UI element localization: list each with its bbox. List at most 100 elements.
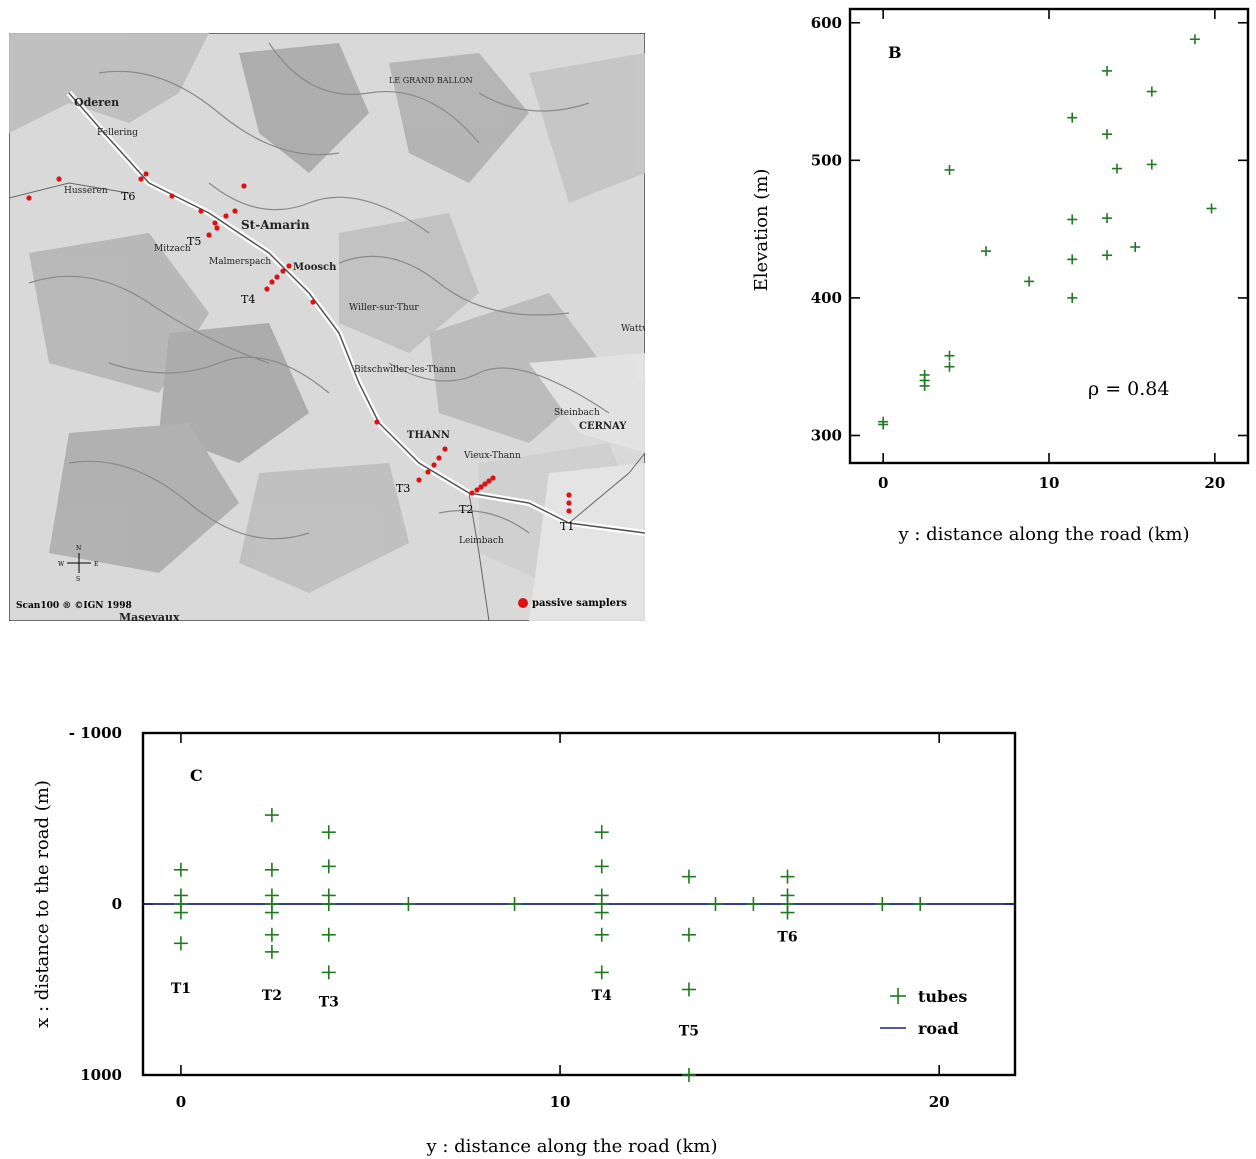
chart-b-xtick-label: 10 [1039, 474, 1060, 492]
chart-b-ytick-label: 600 [811, 14, 842, 32]
chart-c-transect-label: T1 [171, 981, 191, 997]
chart-b-point [1067, 214, 1078, 225]
chart-c-plot-area: 0 10 20 - 1000 0 1000 T1 T2 T3 T4 T5 T6 [69, 724, 1017, 1111]
sampler-marker [436, 455, 442, 461]
compass-w: W [58, 561, 65, 568]
sampler-marker [274, 274, 280, 280]
chart-b-ytick-label: 500 [811, 151, 842, 169]
transect-label-t3: T3 [396, 482, 410, 495]
chart-c-point [321, 897, 336, 911]
chart-b-point [1067, 292, 1078, 303]
sampler-marker [232, 208, 238, 214]
chart-c-point [780, 905, 795, 920]
chart-c-ytick-label: 0 [112, 895, 122, 913]
chart-b-point [1189, 34, 1200, 45]
chart-c-point [173, 905, 188, 920]
chart-c-point [681, 869, 696, 884]
sampler-marker [143, 171, 149, 177]
chart-b-point [1130, 242, 1141, 253]
chart-c-point [681, 927, 696, 942]
chart-c-point [264, 808, 279, 823]
sampler-marker [566, 500, 572, 506]
sampler-marker [214, 225, 220, 231]
sampler-marker [469, 490, 475, 496]
chart-c-point [173, 936, 188, 951]
chart-b-point [944, 350, 955, 361]
map-legend: passive samplers [518, 598, 627, 609]
town-label: CERNAY [579, 421, 627, 432]
sampler-marker [374, 419, 380, 425]
map-panel: Oderen Fellering Husseren St-Amarin Moos… [9, 33, 645, 621]
town-label: LE GRAND BALLON [389, 76, 473, 85]
chart-c-point [401, 897, 416, 911]
sampler-marker [416, 477, 422, 483]
sampler-marker [474, 487, 480, 493]
chart-c-legend: tubes road [880, 987, 967, 1038]
chart-b-ytick-label: 400 [811, 289, 842, 307]
town-label: Moosch [293, 262, 337, 273]
map-copyright: Scan100 ® ©IGN 1998 [16, 601, 132, 611]
chart-c-transect-label: T4 [592, 988, 612, 1004]
sampler-marker [241, 183, 247, 189]
chart-c-point [264, 862, 279, 877]
chart-b-point [1206, 203, 1217, 214]
chart-b-annotation: ρ = 0.84 [1088, 378, 1169, 400]
chart-c-point [594, 905, 609, 920]
chart-c-point [321, 927, 336, 942]
chart-c-point [594, 965, 609, 980]
sampler-marker [442, 446, 448, 452]
map-road [9, 91, 645, 621]
sampler-marker [478, 484, 484, 490]
chart-c-ytick-label: - 1000 [69, 724, 122, 742]
chart-c-point [594, 927, 609, 942]
chart-b-point [1146, 159, 1157, 170]
chart-c-transect-label: T2 [262, 988, 282, 1004]
chart-b-point [1024, 276, 1035, 287]
chart-c-xlabel: y : distance along the road (km) [425, 1136, 717, 1157]
town-label: Wattw [621, 324, 645, 334]
chart-c-ylabel: x : distance to the road (m) [32, 780, 53, 1028]
transect-label-t6: T6 [121, 190, 135, 203]
chart-b-point [1146, 86, 1157, 97]
sampler-marker [280, 268, 286, 274]
town-label: Oderen [74, 96, 119, 109]
sampler-marker [26, 195, 32, 201]
chart-c-point [746, 897, 761, 911]
chart-b-point [1067, 254, 1078, 265]
transect-label-t4: T4 [241, 293, 255, 306]
sampler-marker [206, 232, 212, 238]
chart-c-point [708, 897, 723, 911]
chart-c-point [875, 897, 890, 911]
chart-b-frame [848, 7, 1250, 465]
town-label: Steinbach [554, 408, 600, 418]
chart-b-plot-area: 0 10 20 300 400 500 600 [811, 7, 1250, 492]
chart-c-point [321, 825, 336, 840]
chart-c-distance: 0 10 20 - 1000 0 1000 T1 T2 T3 T4 T5 T6 C y : dista… [32, 724, 1017, 1157]
chart-c-xtick-label: 20 [929, 1093, 950, 1111]
legend-tubes-label: tubes [918, 987, 967, 1006]
chart-c-point [594, 825, 609, 840]
chart-c-point [264, 927, 279, 942]
transect-label-t2: T2 [459, 503, 473, 516]
sampler-marker [169, 193, 175, 199]
chart-b-point [1102, 129, 1113, 140]
sampler-marker [56, 176, 62, 182]
chart-b-point [878, 416, 889, 427]
chart-c-point [913, 897, 928, 911]
chart-c-point [264, 944, 279, 959]
town-label: Mitzach [154, 244, 191, 254]
sampler-marker [482, 481, 488, 487]
chart-c-point [780, 869, 795, 884]
chart-b-point [980, 246, 991, 257]
transect-labels: T6 T5 T4 T3 T2 T1 [121, 190, 574, 533]
sampler-marker [138, 176, 144, 182]
chart-c-transect-label: T6 [777, 930, 797, 946]
sampler-marker [566, 492, 572, 498]
map-ridges [28, 42, 610, 540]
chart-b-xtick-label: 20 [1204, 474, 1225, 492]
compass-s: S [76, 576, 80, 583]
sampler-marker [431, 462, 437, 468]
sampler-markers [26, 171, 572, 514]
transect-label-t1: T1 [560, 520, 574, 533]
town-label: Fellering [97, 128, 138, 138]
